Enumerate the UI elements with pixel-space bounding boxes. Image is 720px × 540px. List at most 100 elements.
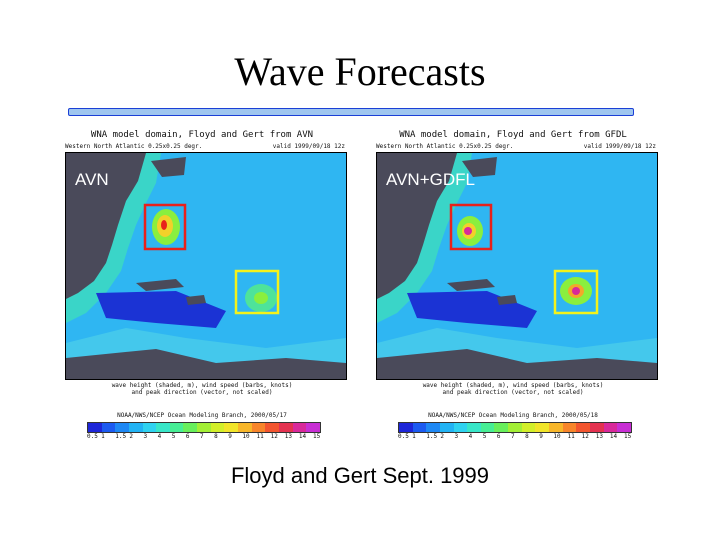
wave-map [65, 152, 347, 380]
land-nova-scotia [462, 157, 497, 177]
gert-wave-core [254, 292, 268, 304]
valid-time: valid 1999/09/18 12z [583, 143, 656, 150]
floyd-wave-core [161, 220, 167, 230]
colorbar-swatch [549, 423, 563, 432]
forecast-panel-avn: WNA model domain, Floyd and Gert from AV… [57, 126, 347, 446]
colorbar-swatch [535, 423, 550, 432]
colorbar-label: 7 [200, 433, 204, 440]
colorbar-swatch [278, 423, 293, 432]
land-hispaniola [497, 295, 517, 305]
land-north-america [377, 153, 457, 299]
colorbar-swatch [426, 423, 440, 432]
map-legend-text: wave height (shaded, m), wind speed (bar… [422, 382, 604, 396]
colorbar-swatch [521, 423, 536, 432]
colorbar-label: 15 [313, 433, 321, 440]
colorbar-label: 12 [270, 433, 278, 440]
colorbar-label: 12 [581, 433, 589, 440]
model-label: AVN+GDFL [386, 170, 475, 189]
land-south-america [66, 349, 346, 379]
forecast-panel-gdfl: WNA model domain, Floyd and Gert from GF… [368, 126, 658, 446]
colorbar-label: 5 [171, 433, 176, 440]
slide-caption: Floyd and Gert Sept. 1999 [230, 463, 490, 488]
colorbar-swatch [292, 423, 307, 432]
colorbar-label: 5 [482, 433, 487, 440]
gert-box [234, 269, 280, 315]
colorbar-label: 11 [567, 433, 575, 440]
colorbar-swatch [88, 423, 102, 432]
colorbar-swatch [603, 423, 618, 432]
colorbar-label: 3 [143, 433, 148, 440]
colorbar-label: 0.5 [398, 433, 409, 440]
colorbar-swatch [399, 423, 413, 432]
colorbar-swatch [238, 423, 252, 432]
colorbar-swatch [156, 423, 170, 432]
credit: NOAA/NWS/NCEP Ocean Modeling Branch, 200… [117, 412, 287, 419]
domain-label: Western North Atlantic 0.25x0.25 degr. [376, 143, 514, 150]
colorbar-label: 1 [412, 433, 416, 440]
colorbar-label: 1.5 [426, 433, 438, 440]
colorbar-label: 14 [298, 433, 307, 440]
colorbar-labels: 0.5 1 1.5 2 3 4 5 6 7 8 9 10 11 12 13 14 15 [398, 433, 638, 440]
colorbar-swatch [306, 423, 320, 432]
colorbar-label: 7 [511, 433, 515, 440]
colorbar-label: 0.5 [87, 433, 98, 440]
colorbar-swatch [224, 423, 239, 432]
colorbar-label: 10 [553, 433, 561, 440]
slide-title: Wave Forecasts [234, 49, 486, 94]
colorbar [398, 422, 632, 433]
colorbar-swatch [617, 423, 631, 432]
colorbar-label: 14 [609, 433, 618, 440]
colorbar-label: 2 [440, 433, 444, 440]
floyd-box [143, 203, 187, 251]
colorbar-label: 9 [228, 433, 232, 440]
model-label: AVN [75, 170, 109, 189]
gert-box [553, 269, 599, 315]
colorbar-swatch [494, 423, 509, 432]
colorbar-label: 9 [539, 433, 543, 440]
colorbar-label: 10 [242, 433, 250, 440]
colorbar-swatch [183, 423, 198, 432]
colorbar-label: 1 [101, 433, 105, 440]
colorbar-swatch [197, 423, 211, 432]
colorbar-swatch [169, 423, 184, 432]
credit: NOAA/NWS/NCEP Ocean Modeling Branch, 200… [428, 412, 598, 419]
colorbar-swatch [115, 423, 129, 432]
colorbar-swatch [453, 423, 468, 432]
title-rule [68, 108, 634, 116]
land-south-america [377, 349, 657, 379]
colorbar-label: 1.5 [115, 433, 127, 440]
panel-title: WNA model domain, Floyd and Gert from AV… [90, 130, 314, 140]
colorbar-swatch [467, 423, 481, 432]
colorbar-label: 2 [129, 433, 133, 440]
colorbar-label: 4 [468, 433, 473, 440]
land-north-america [66, 153, 146, 299]
land-nova-scotia [151, 157, 186, 177]
valid-time: valid 1999/09/18 12z [272, 143, 345, 150]
colorbar-swatch [576, 423, 590, 432]
wave-map [376, 152, 658, 380]
colorbar-swatch [589, 423, 604, 432]
land-cuba [136, 279, 184, 291]
map-legend-text: wave height (shaded, m), wind speed (bar… [111, 382, 293, 396]
panel-subtitle: Western North Atlantic 0.25x0.25 degr. v… [376, 143, 656, 150]
colorbar-label: 3 [454, 433, 459, 440]
panel-title: WNA model domain, Floyd and Gert from GF… [399, 130, 627, 140]
colorbar-swatch [562, 423, 577, 432]
colorbar-label: 15 [624, 433, 632, 440]
colorbar-swatch [101, 423, 116, 432]
colorbar-swatch [265, 423, 279, 432]
colorbar-label: 8 [214, 433, 218, 440]
colorbar-swatch [210, 423, 225, 432]
colorbar-swatch [251, 423, 266, 432]
domain-label: Western North Atlantic 0.25x0.25 degr. [65, 143, 203, 150]
colorbar-labels: 0.5 1 1.5 2 3 4 5 6 7 8 9 10 11 12 13 14 15 [87, 433, 327, 440]
colorbar-label: 6 [496, 433, 501, 440]
colorbar-label: 4 [157, 433, 162, 440]
colorbar-label: 13 [595, 433, 603, 440]
land-hispaniola [186, 295, 206, 305]
colorbar-label: 8 [525, 433, 529, 440]
panel-subtitle: Western North Atlantic 0.25x0.25 degr. v… [65, 143, 345, 150]
floyd-wave-core [464, 227, 472, 235]
colorbar-swatch [439, 423, 454, 432]
land-cuba [447, 279, 495, 291]
